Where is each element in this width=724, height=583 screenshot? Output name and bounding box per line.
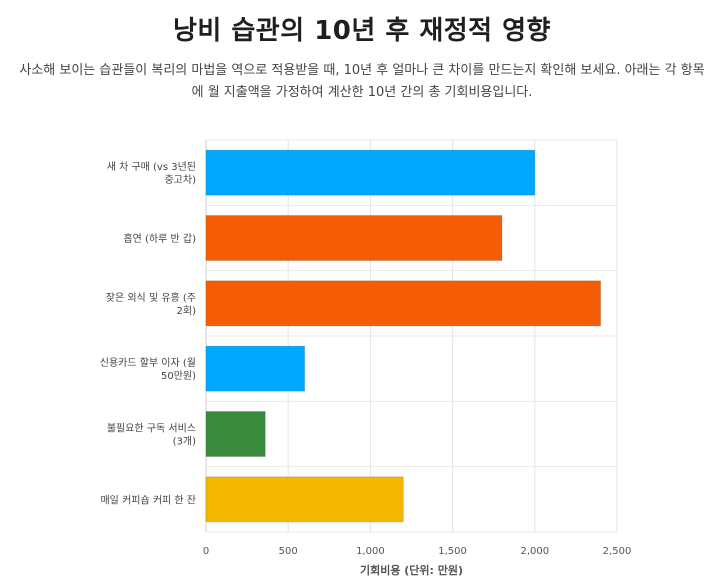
x-tick-label: 2,000 xyxy=(520,546,549,557)
category-label: 새 차 구매 (vs 3년된 중고차) xyxy=(107,161,196,186)
x-axis-title: 기회비용 (단위: 만원) xyxy=(360,563,463,577)
bar xyxy=(205,476,404,523)
bar xyxy=(205,280,602,327)
category-label: 불필요한 구독 서비스 (3개) xyxy=(107,423,196,448)
bar xyxy=(205,411,266,457)
category-label: 흡연 (하루 반 갑) xyxy=(123,232,196,245)
category-labels: 새 차 구매 (vs 3년된 중고차) 흡연 (하루 반 갑) 잦은 외식 및 유흥 … xyxy=(100,161,196,506)
bar xyxy=(205,149,536,196)
category-label: 잦은 외식 및 유흥 (주 2회) xyxy=(106,291,196,317)
page-title: 낭비 습관의 10년 후 재정적 영향 xyxy=(173,16,551,46)
category-label: 신용카드 할부 이자 (월 50만원) xyxy=(100,357,196,382)
x-tick-label: 500 xyxy=(279,546,298,557)
x-tick-label: 1,500 xyxy=(438,546,467,557)
x-tick-label: 0 xyxy=(203,546,209,557)
page-subtitle: 사소해 보이는 습관들이 복리의 마법을 역으로 적용받을 때, 10년 후 얼… xyxy=(19,63,705,100)
x-tick-label: 1,000 xyxy=(356,546,385,557)
x-tick-label: 2,500 xyxy=(603,546,632,557)
grid-lines xyxy=(205,139,618,533)
x-tick-labels: 0 500 1,000 1,500 2,000 2,500 xyxy=(203,546,632,557)
bar xyxy=(205,345,306,392)
bars xyxy=(205,149,602,523)
category-label: 매일 커피숍 커피 한 잔 xyxy=(100,494,196,506)
bar xyxy=(205,215,503,261)
